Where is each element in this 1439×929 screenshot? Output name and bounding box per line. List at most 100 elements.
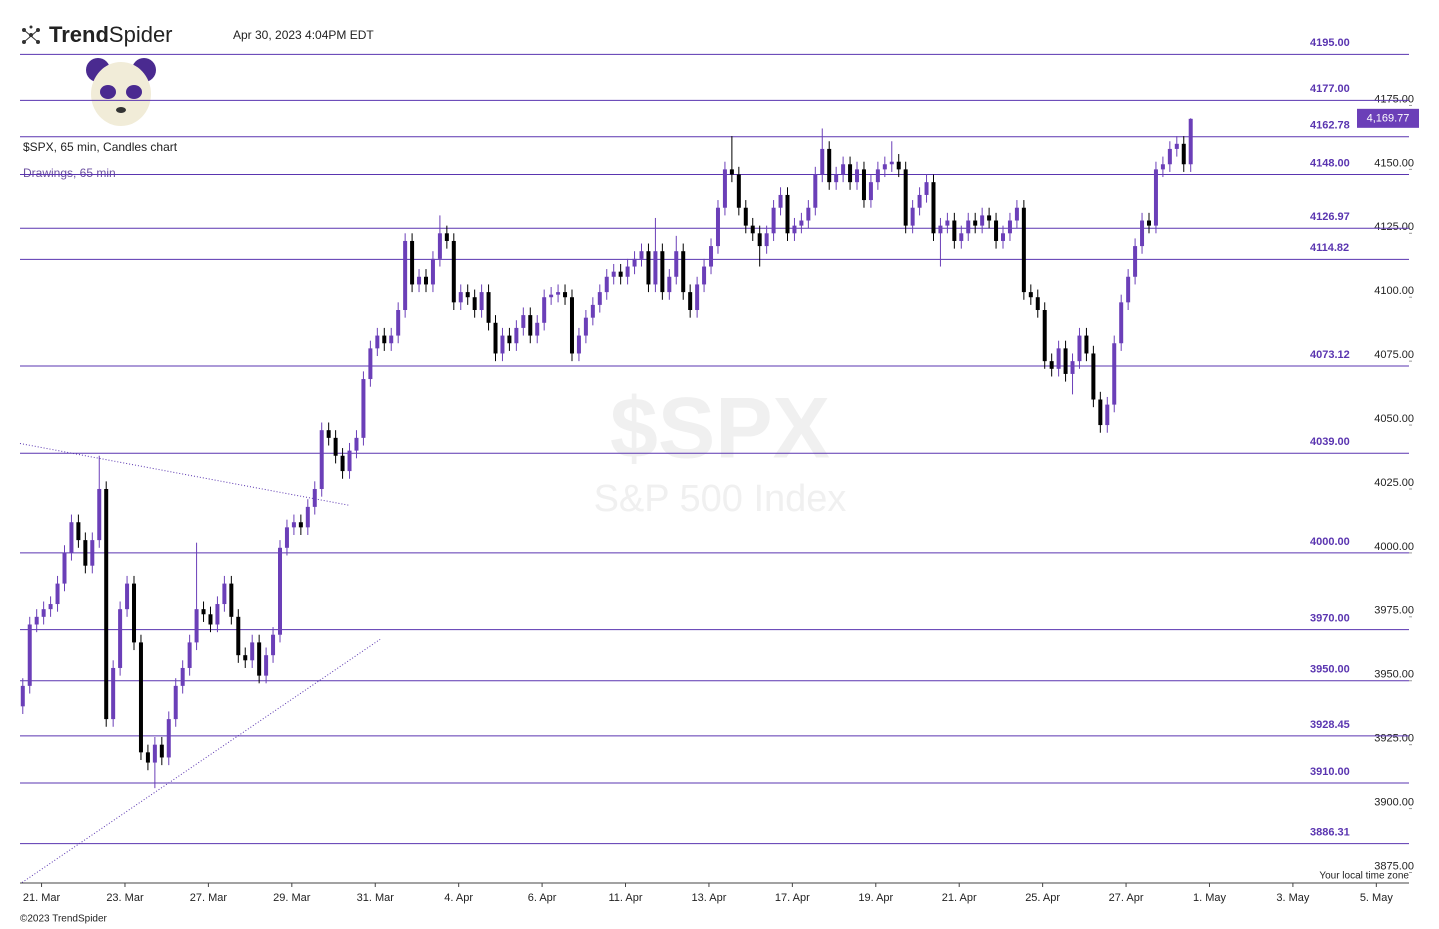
level-label: 4195.00: [1310, 37, 1350, 49]
candle-body: [896, 161, 901, 170]
x-tick-label: 27. Apr: [1109, 892, 1144, 904]
level-label: 4039.00: [1310, 436, 1350, 448]
x-tick-label: 31. Mar: [357, 892, 395, 904]
candle-body: [1084, 335, 1089, 354]
candle-body: [750, 225, 755, 234]
candle-body: [145, 752, 150, 763]
candle-body: [1056, 348, 1061, 369]
candle-body: [806, 207, 811, 221]
brand: TrendSpider: [49, 22, 173, 47]
candle-body: [125, 583, 130, 610]
candle-body: [507, 335, 512, 344]
y-tick-label: 4175.00: [1374, 93, 1414, 105]
candle-body: [1098, 399, 1103, 426]
candle-body: [715, 207, 720, 247]
candle-body: [785, 194, 790, 234]
candle-body: [764, 233, 769, 247]
candle-body: [479, 292, 484, 311]
candle-body: [855, 169, 860, 183]
candle-body: [396, 310, 401, 336]
candle-body: [1160, 164, 1165, 170]
candle-body: [625, 266, 630, 277]
level-label: 3910.00: [1310, 766, 1350, 778]
candle-body: [444, 233, 449, 241]
candle-body: [1035, 297, 1040, 311]
candle-body: [924, 182, 929, 195]
candle-body: [611, 271, 616, 277]
candle-body: [62, 552, 67, 584]
candle-body: [291, 522, 296, 528]
level-label: 4073.12: [1310, 349, 1350, 361]
candle-body: [403, 240, 408, 311]
x-tick-label: 23. Mar: [106, 892, 144, 904]
last-price-tag: [1357, 108, 1419, 128]
candle-body: [243, 655, 248, 661]
level-label: 4114.82: [1310, 242, 1349, 254]
candle-body: [486, 292, 491, 323]
candle-body: [83, 540, 88, 566]
level-label: 4177.00: [1310, 83, 1350, 95]
x-tick-label: 21. Mar: [23, 892, 61, 904]
candle-body: [187, 642, 192, 668]
candle-body: [138, 642, 143, 753]
candle-body: [1049, 361, 1054, 369]
x-tick-label: 27. Mar: [190, 892, 228, 904]
y-tick-label: 4100.00: [1374, 285, 1414, 297]
candle-body: [1063, 348, 1068, 374]
candle-body: [264, 655, 269, 676]
y-tick-label: 3925.00: [1374, 733, 1414, 745]
candle-body: [938, 225, 943, 234]
candle-body: [333, 437, 338, 456]
candle-body: [535, 322, 540, 336]
drawings-label: Drawings, 65 min: [23, 166, 116, 180]
candle-body: [521, 315, 526, 328]
candle-body: [583, 317, 588, 336]
candle-body: [1007, 220, 1012, 234]
x-tick-label: 4. Apr: [444, 892, 473, 904]
candle-body: [451, 240, 456, 303]
candle-body: [882, 164, 887, 170]
brand-light: Spider: [109, 22, 173, 47]
x-tick-label: 29. Mar: [273, 892, 311, 904]
x-tick-label: 5. May: [1360, 892, 1394, 904]
candle-body: [799, 220, 804, 226]
watermark-name: S&P 500 Index: [594, 478, 847, 520]
x-tick-label: 25. Apr: [1025, 892, 1060, 904]
candle-body: [1042, 310, 1047, 362]
candle-body: [27, 624, 32, 686]
candle-body: [375, 335, 380, 349]
candle-body: [361, 379, 366, 438]
candle-body: [542, 297, 547, 323]
candle-body: [875, 169, 880, 183]
candle-body: [827, 148, 832, 183]
candle-body: [1014, 207, 1019, 221]
watermark-symbol: $SPX: [610, 381, 830, 477]
candle-body: [980, 215, 985, 226]
candle-body: [354, 437, 359, 451]
candle-body: [910, 207, 915, 226]
level-label: 4162.78: [1310, 120, 1350, 132]
candle-body: [1146, 220, 1151, 226]
candle-body: [215, 604, 220, 625]
candle-body: [368, 348, 373, 380]
candle-body: [722, 169, 727, 208]
logo-icon: [22, 25, 40, 44]
candle-body: [1119, 302, 1124, 344]
candle-body: [1174, 143, 1179, 149]
candle-body: [709, 246, 714, 267]
candle-body: [1126, 276, 1131, 303]
candle-body: [118, 609, 123, 668]
level-label: 3950.00: [1310, 664, 1350, 676]
copyright: ©2023 TrendSpider: [20, 914, 108, 925]
candle-body: [556, 292, 561, 295]
candle-body: [194, 609, 199, 643]
candle-body: [472, 297, 477, 311]
candle-body: [208, 614, 213, 625]
candle-body: [514, 327, 519, 344]
x-tick-label: 21. Apr: [942, 892, 977, 904]
level-label: 3886.31: [1310, 827, 1350, 839]
candle-body: [653, 251, 658, 285]
candle-body: [688, 292, 693, 311]
y-tick-label: 4000.00: [1374, 541, 1414, 553]
candle-body: [166, 719, 171, 758]
